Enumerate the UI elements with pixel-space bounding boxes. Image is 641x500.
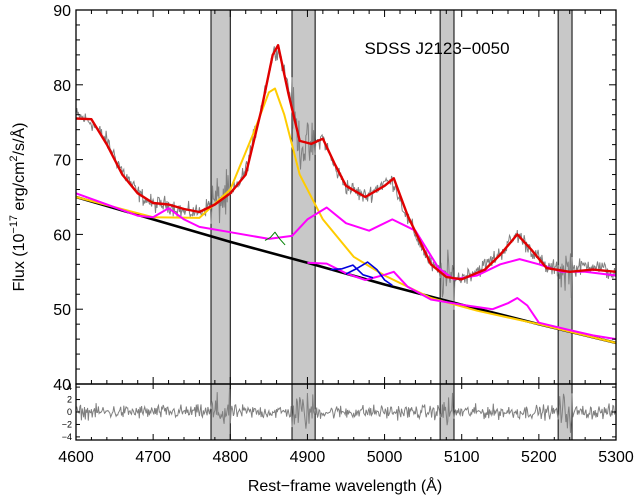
x-tick-label: 5100 xyxy=(444,449,480,466)
series-continuum xyxy=(75,195,617,345)
masked-band-1 xyxy=(210,9,231,441)
observed-spectrum xyxy=(75,45,617,310)
x-tick-label: 4700 xyxy=(135,449,171,466)
y-tick-label: 60 xyxy=(53,227,71,244)
resid-y-tick-label: 0 xyxy=(67,407,72,417)
y-axis-label: Flux (10−17 erg/cm2/s/Å) xyxy=(8,123,28,292)
main-panel-series xyxy=(75,44,617,345)
x-tick-label: 5000 xyxy=(367,449,403,466)
x-tick-label: 5300 xyxy=(598,449,634,466)
masked-band-2 xyxy=(291,9,316,441)
series-feii-top xyxy=(75,192,617,281)
masked-band-3 xyxy=(439,9,455,441)
residual-panel-series xyxy=(75,388,617,433)
resid-y-tick-label: −4 xyxy=(62,432,72,442)
y-tick-label: 90 xyxy=(53,3,71,20)
series-feii-bottom xyxy=(307,261,617,341)
masked-bands xyxy=(210,9,573,441)
axis-ticks: 4600 4700 4800 4900 5000 5100 5200 530040506070… xyxy=(53,3,634,466)
resid-y-tick-label: −2 xyxy=(62,419,72,429)
y-tick-label: 80 xyxy=(53,78,71,95)
main-panel-frame xyxy=(75,9,617,385)
resid-y-tick-label: 4 xyxy=(67,382,72,392)
x-tick-label: 4600 xyxy=(58,449,94,466)
x-tick-label: 4800 xyxy=(212,449,248,466)
y-tick-label: 50 xyxy=(53,302,71,319)
residual-spectrum xyxy=(75,388,617,433)
resid-y-tick-label: 2 xyxy=(67,395,72,405)
x-tick-label: 4900 xyxy=(290,449,326,466)
y-tick-label: 70 xyxy=(53,153,71,170)
y-tick-label: 40 xyxy=(53,377,71,394)
masked-band-4 xyxy=(557,9,573,441)
series-total-fit xyxy=(75,44,617,281)
x-axis-label: Rest−frame wavelength (Å) xyxy=(248,476,442,495)
chart-title: SDSS J2123−0050 xyxy=(364,39,509,58)
series-oiii-4959 xyxy=(330,264,374,279)
series-narrow-hbeta xyxy=(264,231,286,246)
series-oiii-5007 xyxy=(345,261,393,286)
x-tick-label: 5200 xyxy=(521,449,557,466)
